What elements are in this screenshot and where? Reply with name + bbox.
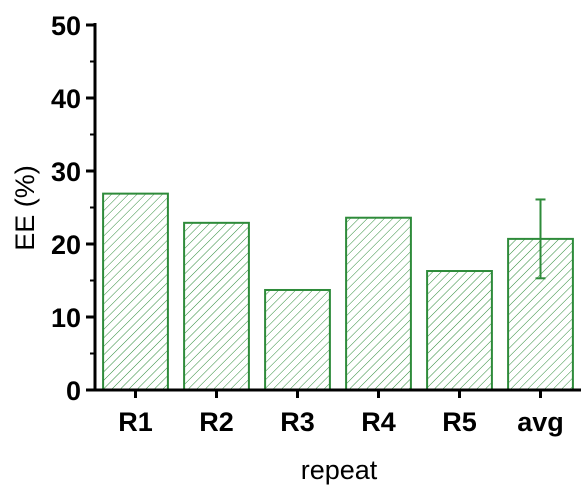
x-tick-label-R5: R5 — [442, 407, 477, 437]
bar-R5 — [426, 270, 493, 392]
bar-R3 — [264, 288, 331, 391]
y-tick-label-40: 40 — [51, 84, 81, 114]
bar-R1 — [102, 192, 169, 391]
bar-R2 — [183, 221, 250, 391]
x-tick-label-R1: R1 — [118, 407, 153, 437]
y-tick-label-10: 10 — [51, 303, 81, 333]
y-tick-label-30: 30 — [51, 157, 81, 187]
x-tick-label-R3: R3 — [280, 407, 315, 437]
y-tick-label-20: 20 — [51, 230, 81, 260]
bar-R4 — [345, 216, 412, 391]
ticks-layer: R1 R2 R3 R4 R5 avg 0 10 20 30 40 50 — [51, 11, 564, 437]
x-tick-label-avg: avg — [517, 407, 564, 437]
y-tick-label-50: 50 — [51, 11, 81, 41]
y-tick-label-0: 0 — [66, 376, 81, 406]
x-tick-label-R4: R4 — [361, 407, 396, 437]
bars-layer — [102, 192, 574, 392]
y-axis-title: EE (%) — [10, 165, 40, 251]
x-tick-label-R2: R2 — [199, 407, 234, 437]
x-axis-title: repeat — [301, 455, 378, 485]
